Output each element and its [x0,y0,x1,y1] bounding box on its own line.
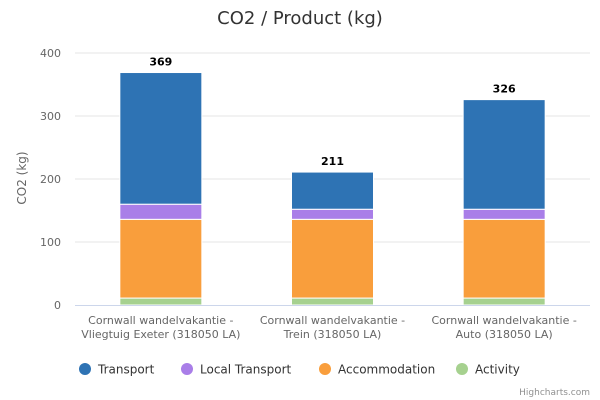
credits-link[interactable]: Highcharts.com [519,388,590,398]
x-category-label-line: Vliegtuig Exeter (318050 LA) [81,328,240,341]
stack-total-label: 369 [149,56,172,69]
bar-segment-local-transport[interactable] [119,203,203,220]
bar-segment-transport[interactable] [291,171,374,210]
bar-segment-local-transport[interactable] [462,208,546,220]
chart-title: CO2 / Product (kg) [217,8,383,29]
stack-totals: 369 211 326 [149,56,516,169]
x-category-label: Cornwall wandelvakantie -Vliegtuig Exete… [81,314,240,341]
bar-segment-transport[interactable] [462,99,546,210]
y-tick-label: 400 [40,47,61,60]
stack-total-label: 326 [493,83,516,96]
legend-item-activity[interactable]: Activity [456,363,520,377]
x-category-label-line: Cornwall wandelvakantie - [88,314,233,327]
bar-segment-activity[interactable] [462,297,546,306]
bar-segment-accommodation[interactable] [291,218,374,299]
legend-item-accommodation[interactable]: Accommodation [319,363,435,377]
y-tick-label: 0 [54,299,61,312]
legend-item-transport[interactable]: Transport [79,363,155,377]
bar-segment-accommodation[interactable] [119,218,203,299]
x-category-label: Cornwall wandelvakantie -Auto (318050 LA… [432,314,577,341]
legend: Transport Local Transport Accommodation Act… [79,363,520,377]
legend-swatch [319,363,331,375]
y-tick-label: 100 [40,236,61,249]
legend-swatch [79,363,91,375]
x-axis: Cornwall wandelvakantie -Vliegtuig Exete… [75,305,590,341]
legend-item-local-transport[interactable]: Local Transport [181,363,292,377]
legend-swatch [181,363,193,375]
bar-segment-activity[interactable] [119,297,203,306]
bar-segment-accommodation[interactable] [462,218,546,299]
legend-label: Local Transport [200,363,292,377]
x-category-label: Cornwall wandelvakantie -Trein (318050 L… [260,314,405,341]
x-category-label-line: Trein (318050 LA) [283,328,382,341]
legend-label: Activity [475,363,520,377]
legend-swatch [456,363,468,375]
bar-segment-local-transport[interactable] [291,208,374,220]
bar-segment-activity[interactable] [291,297,374,306]
bar-series [119,72,546,306]
x-category-label-line: Cornwall wandelvakantie - [432,314,577,327]
x-category-label-line: Auto (318050 LA) [456,328,553,341]
legend-label: Accommodation [338,363,435,377]
y-axis-ticks: 0 100 200 300 400 [40,47,61,312]
legend-label: Transport [97,363,155,377]
bar-segment-transport[interactable] [119,72,203,205]
stack-total-label: 211 [321,155,344,168]
x-category-label-line: Cornwall wandelvakantie - [260,314,405,327]
y-tick-label: 200 [40,173,61,186]
y-axis-title: CO2 (kg) [15,151,29,204]
y-tick-label: 300 [40,110,61,123]
